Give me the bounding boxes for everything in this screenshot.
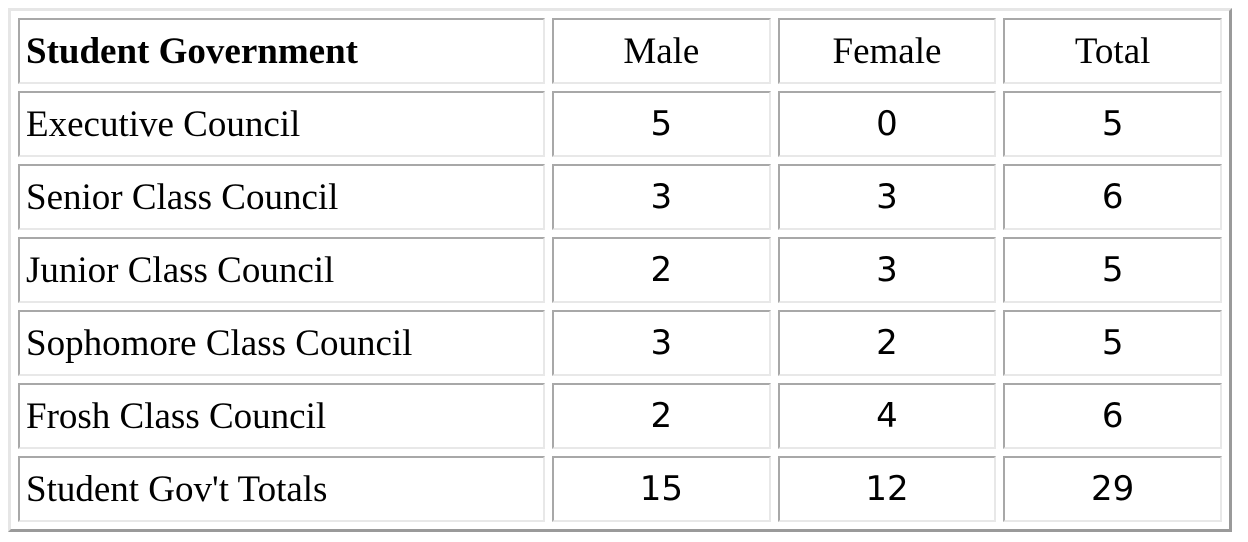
table-body: Executive Council 5 0 5 Senior Class Council… bbox=[18, 91, 1222, 522]
table-row: Frosh Class Council 2 4 6 bbox=[18, 383, 1222, 449]
cell-value: 2 bbox=[552, 383, 771, 449]
cell-value: 5 bbox=[1003, 91, 1222, 157]
cell-value: 15 bbox=[552, 456, 771, 522]
cell-value: 4 bbox=[777, 383, 997, 449]
cell-value: 3 bbox=[777, 237, 997, 303]
cell-value: 0 bbox=[777, 91, 997, 157]
table: Student Government Male Female Total Execut… bbox=[8, 8, 1232, 532]
header-cell: Male bbox=[552, 18, 771, 84]
cell-value: 5 bbox=[552, 91, 771, 157]
cell-value: 3 bbox=[777, 164, 997, 230]
cell-value: 6 bbox=[1003, 383, 1222, 449]
table-row: Sophomore Class Council 3 2 5 bbox=[18, 310, 1222, 376]
cell-value: 29 bbox=[1003, 456, 1222, 522]
row-label: Junior Class Council bbox=[18, 237, 545, 303]
header-cell: Student Government bbox=[18, 18, 545, 84]
cell-value: 12 bbox=[777, 456, 997, 522]
cell-value: 3 bbox=[552, 310, 771, 376]
cell-value: 5 bbox=[1003, 237, 1222, 303]
table-row: Junior Class Council 2 3 5 bbox=[18, 237, 1222, 303]
row-label: Sophomore Class Council bbox=[18, 310, 545, 376]
cell-value: 6 bbox=[1003, 164, 1222, 230]
cell-value: 2 bbox=[777, 310, 997, 376]
row-label: Executive Council bbox=[18, 91, 545, 157]
table-row: Student Gov't Totals 15 12 29 bbox=[18, 456, 1222, 522]
row-label: Senior Class Council bbox=[18, 164, 545, 230]
cell-value: 2 bbox=[552, 237, 771, 303]
row-label: Student Gov't Totals bbox=[18, 456, 545, 522]
cell-value: 5 bbox=[1003, 310, 1222, 376]
header-row: Student Government Male Female Total bbox=[18, 18, 1222, 84]
table-row: Senior Class Council 3 3 6 bbox=[18, 164, 1222, 230]
header-cell: Female bbox=[777, 18, 997, 84]
table-row: Executive Council 5 0 5 bbox=[18, 91, 1222, 157]
header-cell: Total bbox=[1003, 18, 1222, 84]
cell-value: 3 bbox=[552, 164, 771, 230]
row-label: Frosh Class Council bbox=[18, 383, 545, 449]
